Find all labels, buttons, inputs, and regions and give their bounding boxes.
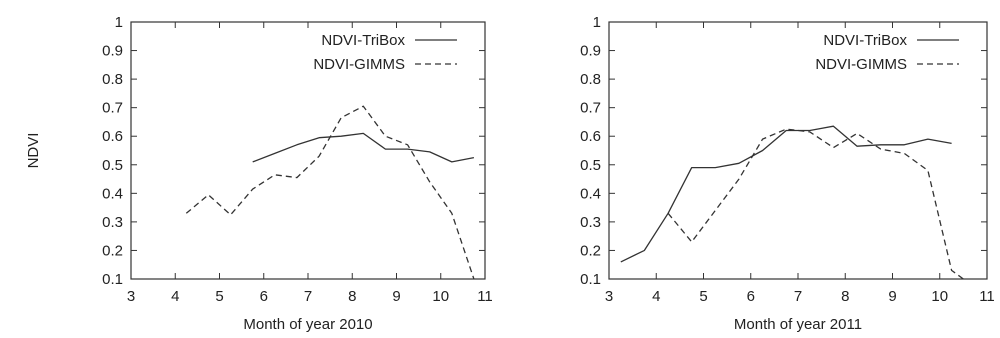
y-tick-label: 1 bbox=[593, 14, 601, 31]
y-tick-label: 1 bbox=[115, 14, 123, 31]
y-tick-label: 0.8 bbox=[102, 71, 123, 88]
y-tick-label: 0.8 bbox=[580, 71, 601, 88]
x-tick-label: 7 bbox=[304, 288, 312, 305]
x-tick-label: 10 bbox=[432, 288, 449, 305]
y-tick-label: 0.7 bbox=[580, 100, 601, 117]
x-tick-label: 11 bbox=[477, 288, 493, 305]
y-tick-label: 0.4 bbox=[102, 185, 123, 202]
x-tick-label: 6 bbox=[260, 288, 268, 305]
series-line-ndvi-gimms bbox=[185, 105, 475, 279]
plot-frame bbox=[608, 21, 988, 280]
x-tick-label: 4 bbox=[652, 288, 660, 305]
y-tick-label: 0.9 bbox=[580, 43, 601, 60]
x-tick-label: 8 bbox=[841, 288, 849, 305]
y-tick-label: 0.1 bbox=[580, 271, 601, 288]
x-tick-label: 3 bbox=[127, 288, 135, 305]
y-tick-label: 0.6 bbox=[580, 128, 601, 145]
series-line-ndvi-tribox bbox=[252, 132, 475, 163]
legend-label: NDVI-TriBox bbox=[823, 32, 907, 49]
legend-label: NDVI-GIMMS bbox=[815, 56, 907, 73]
x-axis-label: Month of year 2011 bbox=[734, 316, 862, 333]
x-tick-label: 9 bbox=[392, 288, 400, 305]
x-tick-label: 5 bbox=[699, 288, 707, 305]
x-tick-label: 9 bbox=[888, 288, 896, 305]
y-axis-label: NDVI bbox=[25, 133, 42, 169]
y-tick-label: 0.5 bbox=[580, 157, 601, 174]
x-tick-label: 4 bbox=[171, 288, 179, 305]
series-line-ndvi-gimms bbox=[667, 128, 964, 279]
x-tick-label: 8 bbox=[348, 288, 356, 305]
y-tick-label: 0.3 bbox=[580, 214, 601, 231]
x-tick-label: 7 bbox=[794, 288, 802, 305]
y-tick-label: 0.4 bbox=[580, 185, 601, 202]
x-tick-label: 11 bbox=[979, 288, 995, 305]
y-tick-label: 0.6 bbox=[102, 128, 123, 145]
x-tick-label: 6 bbox=[747, 288, 755, 305]
x-tick-label: 3 bbox=[605, 288, 613, 305]
y-tick-label: 0.9 bbox=[102, 43, 123, 60]
chart-panel-2: 0.1 0.2 0.3 0.4 0.5 0.6 0.7 0.8 0.9 1 3 4 5 6 7 8 9 10 11 M… bbox=[580, 14, 995, 333]
y-tick-label: 0.7 bbox=[102, 100, 123, 117]
legend-label: NDVI-GIMMS bbox=[313, 56, 405, 73]
chart-panel-1: 0.1 0.2 0.3 0.4 0.5 0.6 0.7 0.8 0.9 1 3 4 5 6 7 8 9 10 11 M… bbox=[25, 14, 493, 333]
y-tick-label: 0.2 bbox=[102, 242, 123, 259]
legend-label: NDVI-TriBox bbox=[321, 32, 405, 49]
x-tick-label: 10 bbox=[931, 288, 948, 305]
x-tick-label: 5 bbox=[215, 288, 223, 305]
y-tick-label: 0.1 bbox=[102, 271, 123, 288]
y-tick-label: 0.5 bbox=[102, 157, 123, 174]
y-tick-label: 0.3 bbox=[102, 214, 123, 231]
x-axis-label: Month of year 2010 bbox=[243, 316, 372, 333]
y-tick-label: 0.2 bbox=[580, 242, 601, 259]
series-line-ndvi-tribox bbox=[620, 125, 952, 263]
plot-frame bbox=[130, 21, 486, 280]
